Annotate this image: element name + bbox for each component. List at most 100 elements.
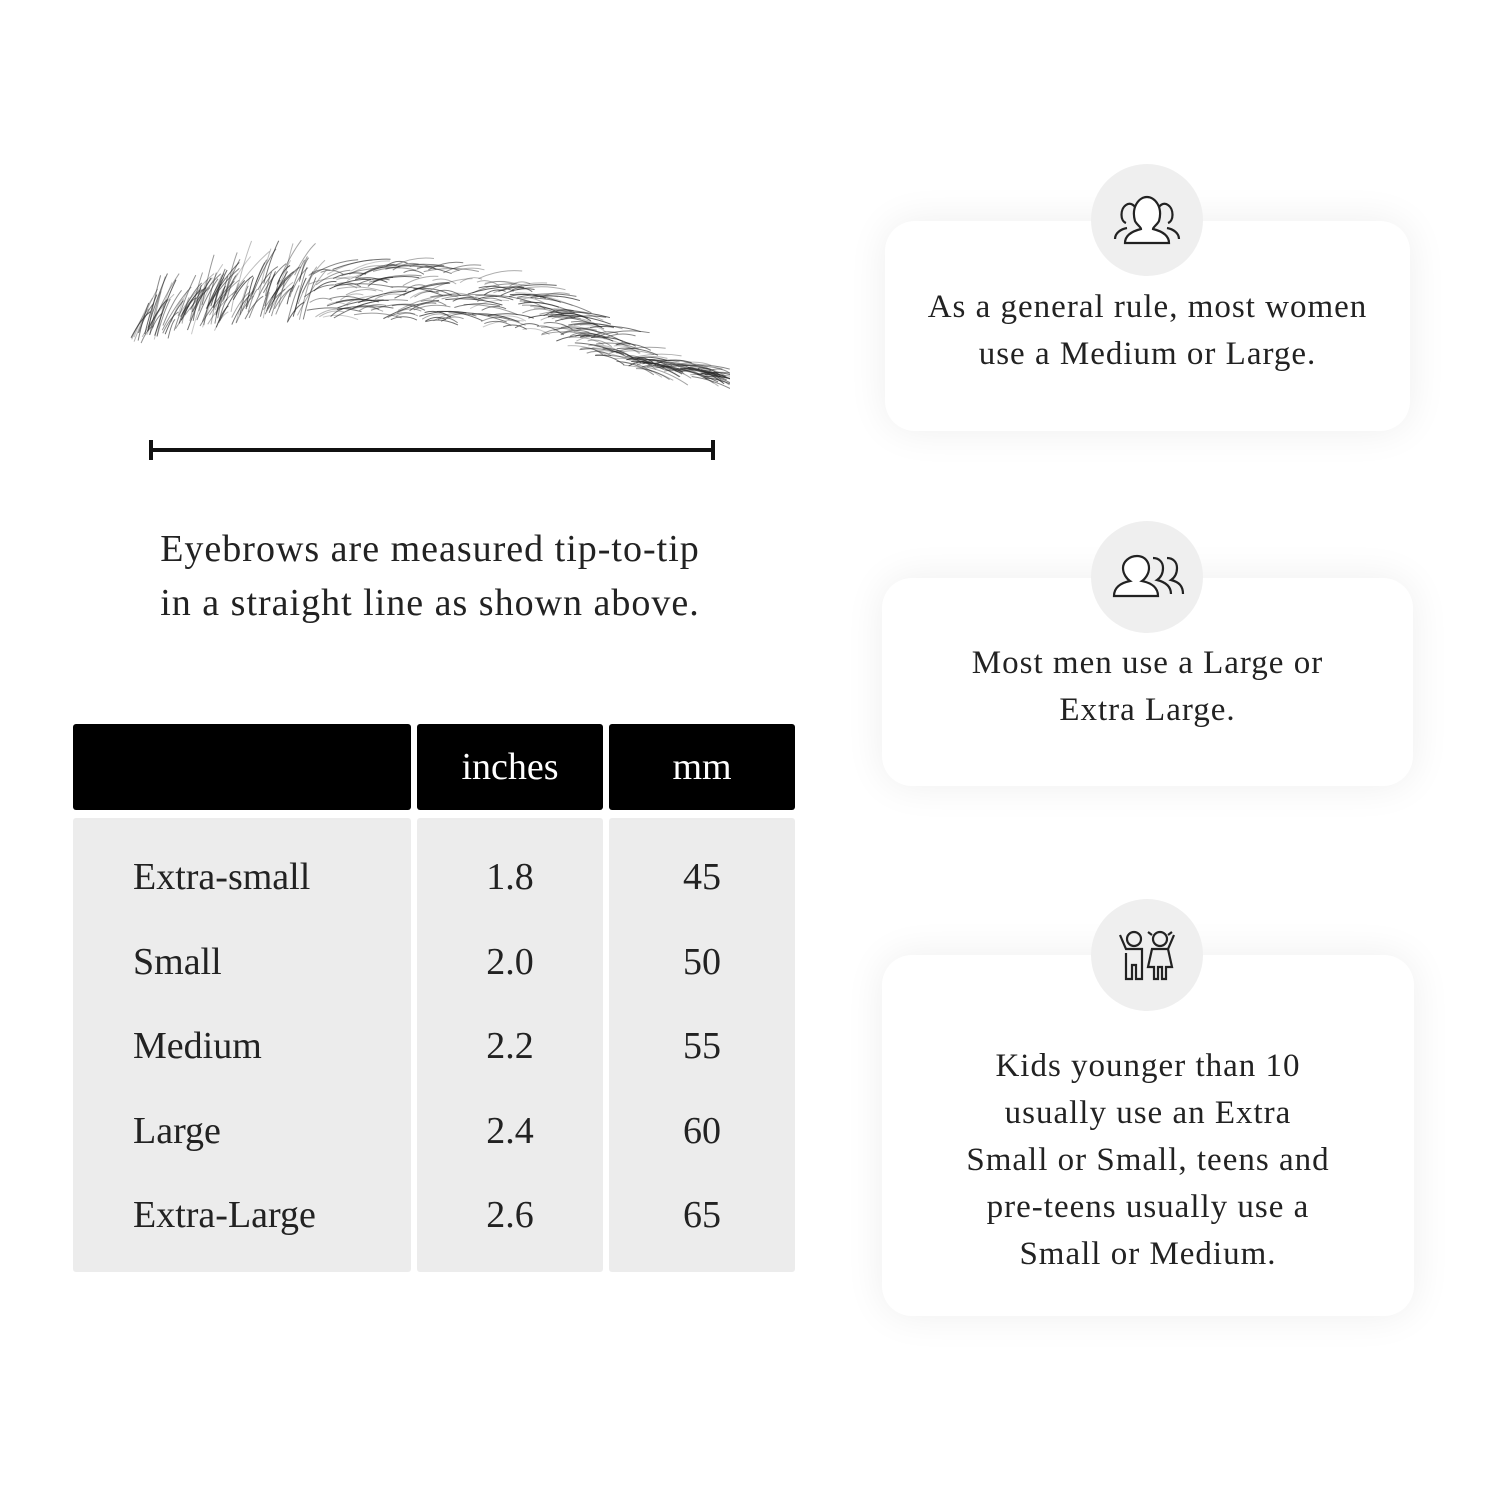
eyebrow-hair xyxy=(503,324,527,330)
eyebrow-hair xyxy=(340,293,364,301)
eyebrow-hair xyxy=(298,271,314,320)
eyebrow-hair xyxy=(184,297,197,316)
eyebrow-hair xyxy=(302,277,317,320)
eyebrow-hair xyxy=(671,369,708,380)
men-group-icon xyxy=(1091,521,1203,633)
eyebrow-hair xyxy=(149,291,162,335)
table-cell-inches: 2.6 xyxy=(486,1194,534,1236)
eyebrow-hair xyxy=(484,280,523,286)
eyebrow-hair xyxy=(705,377,730,385)
eyebrow-hair xyxy=(315,269,351,286)
eyebrow-hair xyxy=(543,321,573,330)
eyebrow-hair xyxy=(475,294,532,303)
eyebrow-hair xyxy=(359,303,387,312)
eyebrow-hair xyxy=(580,347,604,356)
table-cell-inches: 1.8 xyxy=(486,856,534,898)
eyebrow-hair xyxy=(522,308,552,314)
eyebrow-hair xyxy=(587,339,613,348)
eyebrow-hair xyxy=(190,292,203,320)
eyebrow-hair xyxy=(333,299,384,319)
eyebrow-hair xyxy=(270,292,282,317)
eyebrow-hair xyxy=(626,355,651,365)
eyebrow-hair xyxy=(478,295,514,301)
eyebrow-hair xyxy=(266,274,291,309)
eyebrow-hair xyxy=(173,274,197,331)
eyebrow-hair xyxy=(146,299,168,332)
eyebrow-hair xyxy=(334,282,362,288)
table-cell-size: Small xyxy=(133,941,222,983)
eyebrow-hair xyxy=(499,315,527,322)
eyebrow-hair xyxy=(430,294,481,300)
eyebrow-hair xyxy=(301,259,326,293)
eyebrow-hair xyxy=(384,289,412,295)
eyebrow-hair xyxy=(294,243,316,276)
eyebrow-hair xyxy=(336,305,394,311)
eyebrow-hair xyxy=(440,316,464,322)
eyebrow-hair xyxy=(636,368,670,381)
eyebrow-hair xyxy=(454,303,501,308)
eyebrow-hair xyxy=(387,312,416,319)
table-cell-size: Large xyxy=(133,1110,221,1152)
eyebrow-hair xyxy=(320,269,344,275)
eyebrow-hair xyxy=(350,260,391,272)
eyebrow-hair xyxy=(248,276,271,319)
eyebrow-hair xyxy=(394,257,435,266)
eyebrow-hair xyxy=(270,281,294,310)
eyebrow-hair xyxy=(281,266,301,291)
eyebrow-hair xyxy=(149,312,163,336)
eyebrow-hair xyxy=(292,277,307,317)
eyebrow-hair xyxy=(271,271,295,299)
eyebrow-hair xyxy=(167,318,176,339)
kids-card: Kids younger than 10 usually use an Extr… xyxy=(882,955,1414,1316)
eyebrow-hair xyxy=(662,364,723,370)
eyebrow-hair xyxy=(190,286,208,335)
eyebrow-hair xyxy=(452,296,478,302)
table-cell-size: Extra-small xyxy=(133,856,311,898)
eyebrow-hair xyxy=(483,289,506,296)
eyebrow-hair xyxy=(177,290,189,317)
eyebrow-hair xyxy=(579,333,606,338)
eyebrow-hair xyxy=(390,316,418,321)
eyebrow-hair xyxy=(579,324,607,333)
eyebrow-hair xyxy=(517,293,577,298)
eyebrow-hair xyxy=(231,294,251,325)
eyebrow-hair xyxy=(391,304,426,311)
eyebrow-hair xyxy=(409,264,437,270)
eyebrow-hair xyxy=(567,345,607,356)
eyebrow-hair xyxy=(196,278,219,321)
eyebrow-hair xyxy=(550,311,611,319)
eyebrow-hair xyxy=(534,297,592,314)
eyebrow-hair xyxy=(560,329,590,336)
eyebrow-hair xyxy=(213,268,226,307)
eyebrow-hair xyxy=(273,279,281,302)
card-text: Small or Small, teens and xyxy=(966,1142,1330,1178)
eyebrow-hair xyxy=(420,299,447,306)
eyebrow-hair xyxy=(574,342,627,357)
eyebrow-hair xyxy=(230,282,239,312)
eyebrow-hair xyxy=(576,328,624,343)
eyebrow-hair xyxy=(203,272,217,326)
eyebrow-hair xyxy=(390,286,443,297)
eyebrow-hair xyxy=(404,284,426,291)
table-cell-mm: 65 xyxy=(683,1194,721,1236)
eyebrow-hair xyxy=(235,240,253,295)
eyebrow-hair xyxy=(239,285,249,316)
eyebrow-hair xyxy=(265,271,273,297)
card-text: pre-teens usually use a xyxy=(986,1189,1310,1225)
eyebrow-hair xyxy=(478,285,514,292)
table-cell-mm: 55 xyxy=(683,1025,721,1067)
eyebrow-hair xyxy=(326,299,373,307)
measurement-line xyxy=(149,440,715,460)
eyebrow-hair xyxy=(346,295,383,305)
eyebrow-hair xyxy=(441,294,498,300)
eyebrow-hair xyxy=(153,282,173,340)
eyebrow-hair xyxy=(484,281,515,286)
eyebrow-hair xyxy=(436,289,462,297)
eyebrow-hair xyxy=(433,294,459,301)
eyebrow-hair xyxy=(178,305,190,324)
eyebrow-hair xyxy=(395,312,419,317)
eyebrow-hair xyxy=(421,313,449,320)
eyebrow-hair xyxy=(540,326,590,337)
table-header-inches: inches xyxy=(417,724,603,810)
card-text: use a Medium or Large. xyxy=(978,336,1317,372)
